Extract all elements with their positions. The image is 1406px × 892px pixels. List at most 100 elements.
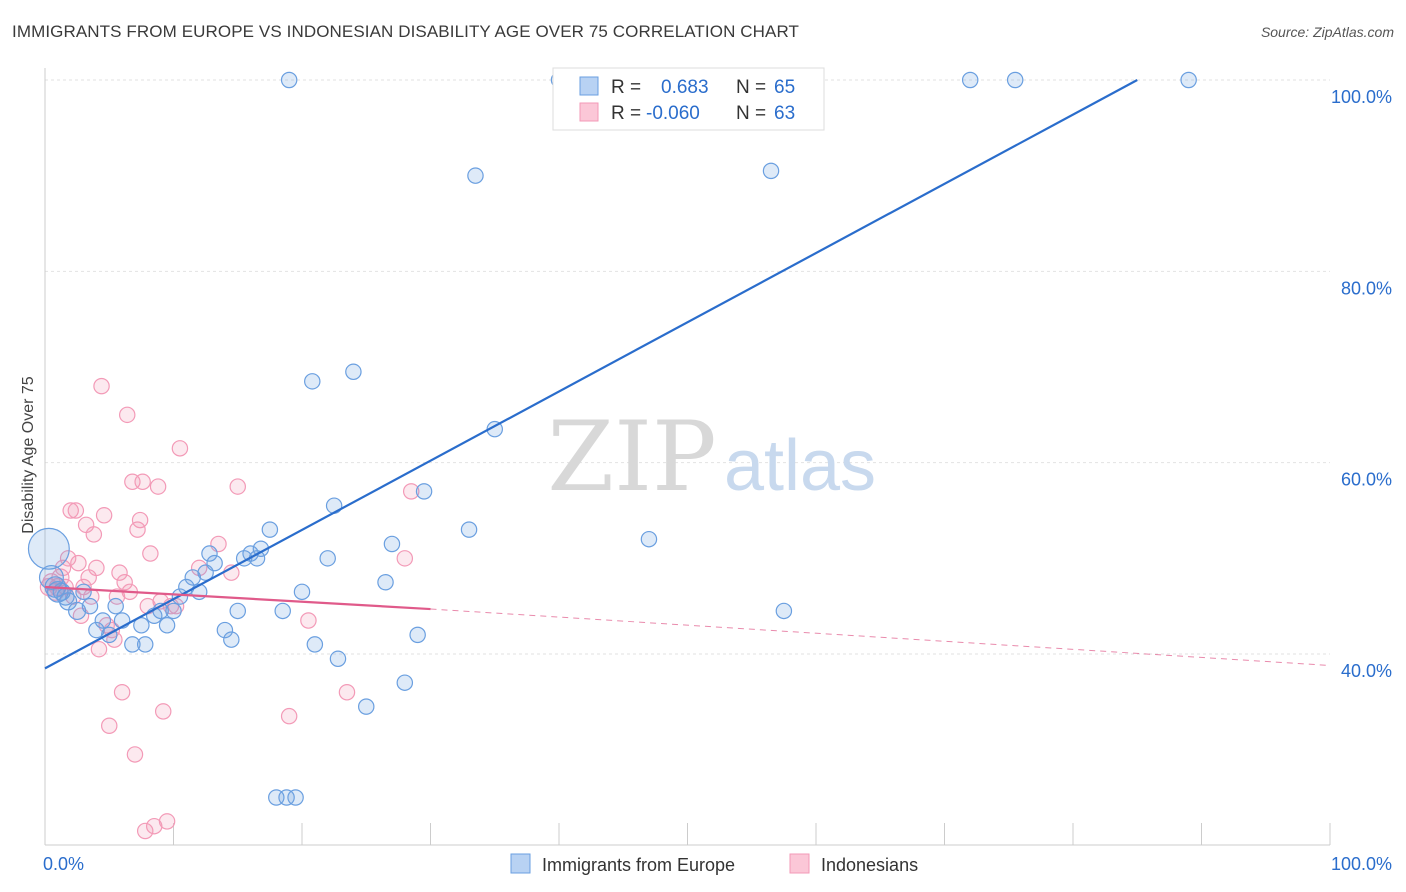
data-point-europe [165, 602, 182, 620]
x-tick-label: 0.0% [43, 854, 84, 874]
data-point-indonesians [88, 559, 105, 577]
data-point-europe [961, 71, 979, 89]
tick-labels: 100.0% 80.0% 60.0% 40.0% 0.0% 100.0% [43, 87, 1392, 874]
watermark: ZIP atlas [547, 401, 876, 513]
data-point-europe [68, 601, 87, 621]
legend-swatch-indonesians[interactable] [789, 853, 810, 874]
data-point-europe [377, 573, 394, 591]
y-tick-label: 40.0% [1341, 661, 1392, 681]
data-point-europe [329, 650, 347, 668]
data-point-europe [107, 597, 124, 615]
data-point-europe [409, 626, 426, 644]
watermark-zip: ZIP [547, 401, 716, 513]
data-point-europe [229, 602, 247, 620]
data-point-indonesians [229, 478, 247, 495]
data-point-europe [216, 621, 234, 639]
data-point-europe [396, 674, 414, 691]
data-point-europe [467, 167, 484, 184]
axes [44, 68, 1331, 846]
data-point-europe [280, 71, 298, 89]
data-point-indonesians [116, 573, 133, 591]
data-point-indonesians [100, 717, 118, 734]
data-point-indonesians [90, 640, 108, 658]
data-point-indonesians [396, 550, 414, 567]
data-point-europe [201, 545, 218, 562]
stats-n-value-europe: 65 [774, 77, 795, 98]
y-axis-label-group: Disability Age Over 75 [20, 376, 37, 534]
data-point-indonesians [338, 684, 356, 701]
data-point-indonesians [300, 612, 317, 629]
data-point-indonesians [149, 478, 167, 495]
data-point-indonesians [111, 564, 128, 581]
data-point-indonesians [113, 684, 131, 701]
data-point-europe [1006, 71, 1024, 89]
data-point-indonesians [95, 507, 113, 524]
data-point-europe [94, 612, 112, 629]
data-point-europe [306, 636, 324, 653]
stats-n-value-indonesians: 63 [774, 103, 795, 124]
y-tick-label: 80.0% [1341, 278, 1392, 298]
data-point-europe [75, 583, 92, 601]
data-point-indonesians [85, 526, 103, 543]
stats-legend-swatch-indonesians [579, 102, 599, 122]
data-point-indonesians [93, 377, 110, 395]
data-point-indonesians [67, 502, 85, 519]
data-point-europe [278, 789, 295, 806]
data-point-europe [383, 535, 401, 553]
data-point-indonesians [131, 511, 149, 529]
legend-label-indonesians[interactable]: Indonesians [821, 855, 918, 875]
trend-lines [44, 79, 1331, 670]
y-tick-label: 100.0% [1331, 87, 1392, 107]
data-point-europe [319, 550, 336, 567]
data-point-europe [136, 636, 154, 653]
data-point-europe [124, 636, 141, 653]
data-point-indonesians [402, 483, 420, 500]
chart-source: Source: ZipAtlas.com [1260, 24, 1394, 40]
data-point-europe [261, 521, 279, 538]
data-point-europe [158, 617, 176, 634]
data-point-europe [304, 373, 321, 390]
data-point-europe [293, 583, 311, 601]
series-legend: Immigrants from Europe Indonesians [510, 853, 918, 875]
data-point-europe [325, 497, 343, 514]
trend-line-europe [44, 79, 1138, 670]
data-point-europe [460, 521, 478, 538]
data-point-indonesians [142, 545, 159, 562]
data-point-europe [287, 789, 304, 806]
chart-title: IMMIGRANTS FROM EUROPE VS INDONESIAN DIS… [12, 22, 800, 41]
data-points [27, 71, 1197, 840]
data-point-europe [345, 363, 362, 381]
data-point-europe [358, 698, 375, 715]
data-point-indonesians [118, 406, 136, 424]
stats-r-value-indonesians: -0.060 [646, 103, 700, 124]
legend-swatch-europe[interactable] [510, 853, 531, 874]
data-point-indonesians [158, 813, 176, 830]
legend-label-europe[interactable]: Immigrants from Europe [542, 855, 735, 875]
data-point-indonesians [129, 521, 146, 538]
data-point-indonesians [136, 822, 154, 840]
x-tick-label: 100.0% [1331, 854, 1392, 874]
y-axis-label: Disability Age Over 75 [20, 376, 37, 534]
data-point-europe [1180, 71, 1197, 89]
stats-r-label-europe: R = [611, 77, 641, 98]
stats-r-label-indonesians: R = [611, 103, 641, 124]
stats-legend-swatch-europe [579, 76, 599, 96]
y-tick-label: 60.0% [1341, 470, 1392, 490]
data-point-europe [206, 554, 223, 572]
data-point-indonesians [62, 502, 79, 519]
data-point-europe [775, 602, 793, 620]
data-point-europe [223, 631, 240, 648]
data-point-indonesians [154, 703, 172, 720]
stats-n-label-europe: N = [736, 77, 766, 98]
data-point-indonesians [134, 473, 151, 491]
trend-line-indonesians-extension [430, 608, 1331, 666]
data-point-europe [27, 527, 70, 570]
data-point-europe [640, 530, 658, 548]
data-point-europe [762, 162, 780, 180]
stats-n-label-indonesians: N = [736, 103, 766, 124]
data-point-europe [81, 597, 99, 615]
data-point-europe [415, 483, 433, 500]
data-point-indonesians [280, 707, 298, 725]
data-point-indonesians [70, 554, 87, 572]
